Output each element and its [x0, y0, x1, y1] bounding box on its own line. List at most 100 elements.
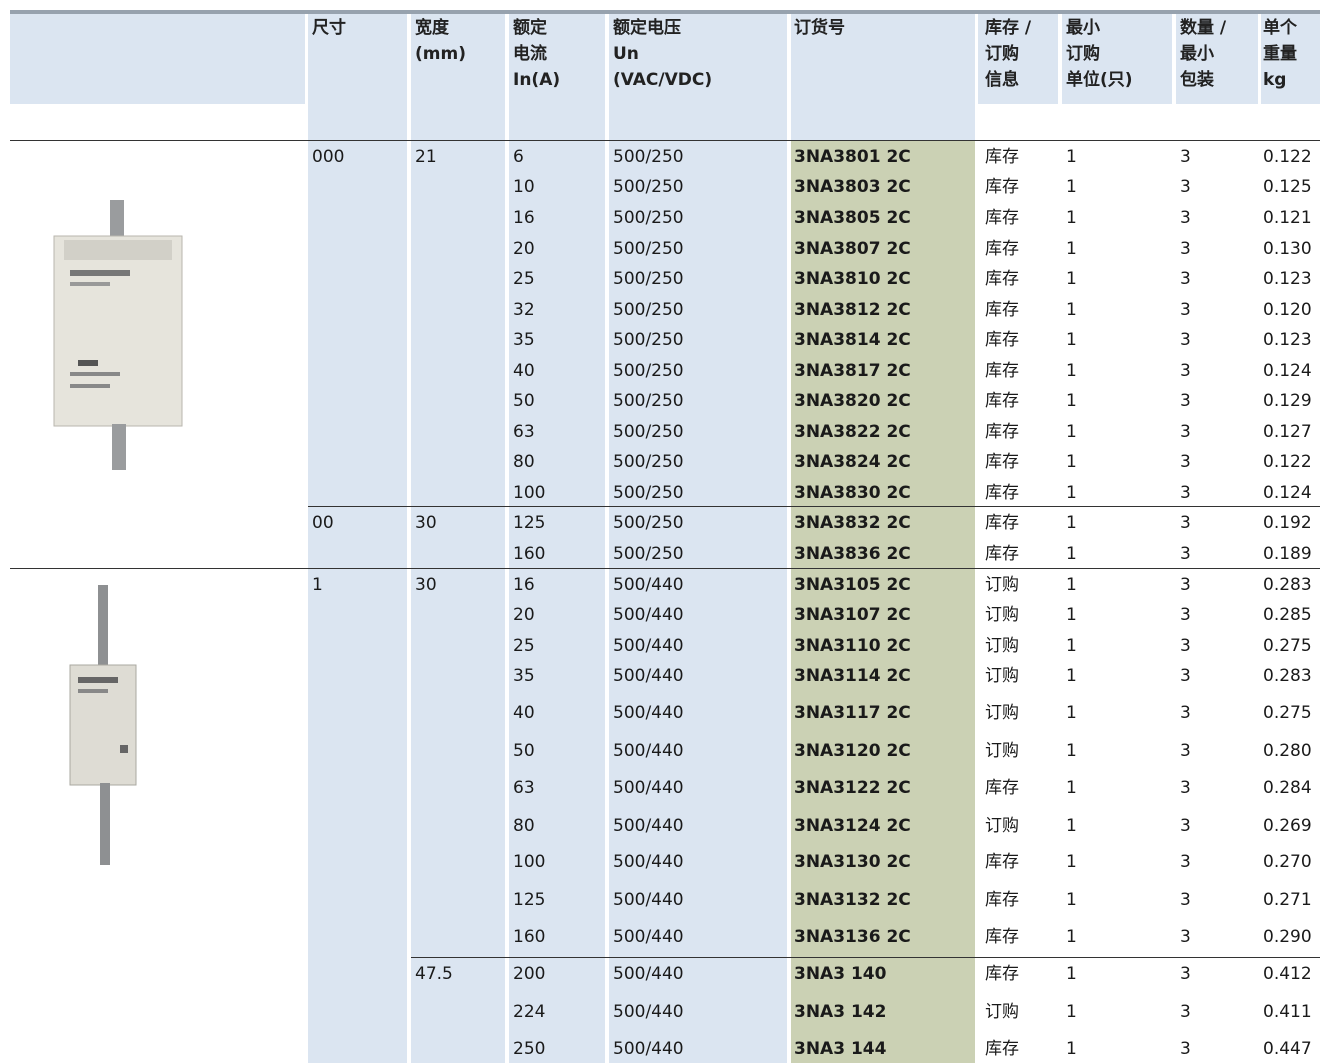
cell: 0.192	[1263, 513, 1312, 533]
width-cell: 21	[415, 147, 437, 167]
cell: 3NA3812 2C	[794, 300, 911, 320]
cell: 3	[1180, 361, 1191, 381]
cell: 500/440	[613, 890, 684, 910]
cell: 500/440	[613, 666, 684, 686]
cell: 订购	[985, 666, 1019, 686]
column-bg	[411, 14, 505, 1063]
cell: 0.123	[1263, 269, 1312, 289]
cell: 3	[1180, 852, 1191, 872]
cell: 50	[513, 741, 535, 761]
cell: 1	[1066, 208, 1077, 228]
fuse-image-000	[53, 200, 183, 470]
cell: 3NA3814 2C	[794, 330, 911, 350]
cell: 订购	[985, 816, 1019, 836]
cell: 3	[1180, 964, 1191, 984]
cell: 库存	[985, 391, 1019, 411]
cell: 500/250	[613, 513, 684, 533]
row-rule	[411, 957, 1320, 958]
cell: 80	[513, 816, 535, 836]
cell: 库存	[985, 852, 1019, 872]
cell: 0.412	[1263, 964, 1312, 984]
cell: 3NA3822 2C	[794, 422, 911, 442]
cell: 0.121	[1263, 208, 1312, 228]
cell: 1	[1066, 391, 1077, 411]
cell: 0.447	[1263, 1039, 1312, 1059]
cell: 3NA3801 2C	[794, 147, 911, 167]
size-cell: 1	[312, 575, 323, 595]
cell: 0.124	[1263, 483, 1312, 503]
cell: 0.280	[1263, 741, 1312, 761]
cell: 1	[1066, 666, 1077, 686]
cell: 3	[1180, 1002, 1191, 1022]
cell: 1	[1066, 300, 1077, 320]
header-cell: 信息	[985, 70, 1019, 90]
column-bg	[791, 14, 975, 140]
cell: 500/250	[613, 239, 684, 259]
header-cell: 库存 /	[985, 18, 1032, 38]
cell: 50	[513, 391, 535, 411]
header-cell: (mm)	[415, 44, 466, 64]
cell: 0.275	[1263, 703, 1312, 723]
cell: 3	[1180, 147, 1191, 167]
header-cell: 额定电压	[613, 18, 681, 38]
cell: 0.189	[1263, 544, 1312, 564]
cell: 25	[513, 269, 535, 289]
cell: 16	[513, 575, 535, 595]
cell: 500/440	[613, 964, 684, 984]
cell: 库存	[985, 544, 1019, 564]
cell: 1	[1066, 778, 1077, 798]
cell: 160	[513, 544, 546, 564]
cell: 0.283	[1263, 666, 1312, 686]
cell: 1	[1066, 330, 1077, 350]
cell: 3NA3836 2C	[794, 544, 911, 564]
cell: 3NA3132 2C	[794, 890, 911, 910]
cell: 500/250	[613, 330, 684, 350]
cell: 500/250	[613, 544, 684, 564]
header-cell: 单个	[1263, 18, 1297, 38]
header-bg	[978, 14, 1058, 104]
cell: 500/250	[613, 300, 684, 320]
cell: 3	[1180, 927, 1191, 947]
cell: 库存	[985, 927, 1019, 947]
cell: 35	[513, 330, 535, 350]
cell: 3NA3117 2C	[794, 703, 911, 723]
cell: 1	[1066, 361, 1077, 381]
cell: 1	[1066, 483, 1077, 503]
cell: 3	[1180, 741, 1191, 761]
cell: 1	[1066, 703, 1077, 723]
cell: 库存	[985, 483, 1019, 503]
header-bg	[10, 14, 305, 104]
cell: 500/440	[613, 703, 684, 723]
header-bg	[1261, 14, 1320, 104]
cell: 40	[513, 703, 535, 723]
cell: 500/250	[613, 208, 684, 228]
cell: 500/440	[613, 778, 684, 798]
cell: 订购	[985, 703, 1019, 723]
cell: 3NA3122 2C	[794, 778, 911, 798]
cell: 500/250	[613, 361, 684, 381]
cell: 3	[1180, 513, 1191, 533]
cell: 500/250	[613, 422, 684, 442]
cell: 库存	[985, 239, 1019, 259]
cell: 库存	[985, 964, 1019, 984]
cell: 3	[1180, 544, 1191, 564]
cell: 1	[1066, 147, 1077, 167]
size-cell: 000	[312, 147, 345, 167]
cell: 库存	[985, 269, 1019, 289]
cell: 1	[1066, 852, 1077, 872]
header-cell: 订购	[1066, 44, 1100, 64]
cell: 1	[1066, 452, 1077, 472]
cell: 0.285	[1263, 605, 1312, 625]
cell: 3	[1180, 605, 1191, 625]
cell: 500/250	[613, 269, 684, 289]
cell: 0.284	[1263, 778, 1312, 798]
cell: 1	[1066, 269, 1077, 289]
cell: 3NA3830 2C	[794, 483, 911, 503]
cell: 500/250	[613, 483, 684, 503]
cell: 63	[513, 422, 535, 442]
cell: 3NA3 144	[794, 1039, 887, 1059]
column-bg	[308, 14, 407, 1063]
cell: 0.130	[1263, 239, 1312, 259]
cell: 224	[513, 1002, 546, 1022]
cell: 3	[1180, 636, 1191, 656]
